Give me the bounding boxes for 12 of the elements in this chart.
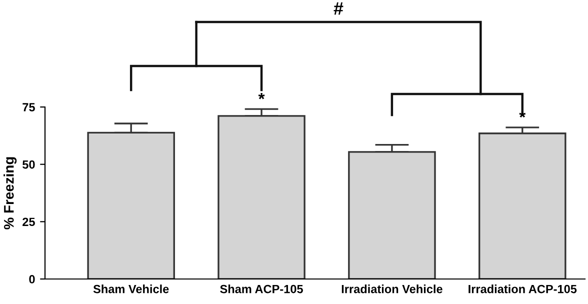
y-axis-title: % Freezing	[4, 157, 17, 230]
x-tick-label: Sham ACP-105	[220, 284, 303, 294]
annotation: *	[258, 92, 265, 100]
x-tick-label: Irradiation Vehicle	[342, 284, 442, 294]
y-tick-label: 75	[22, 103, 35, 112]
x-tick-label: Sham Vehicle	[93, 284, 169, 294]
y-tick-label: 0	[29, 275, 35, 284]
x-tick-label: Irradiation ACP-105	[468, 284, 577, 294]
annotation: *	[519, 111, 526, 118]
text: #	[334, 2, 344, 15]
y-tick-label: 25	[22, 218, 35, 226]
y-tick-label: 50	[22, 160, 35, 169]
